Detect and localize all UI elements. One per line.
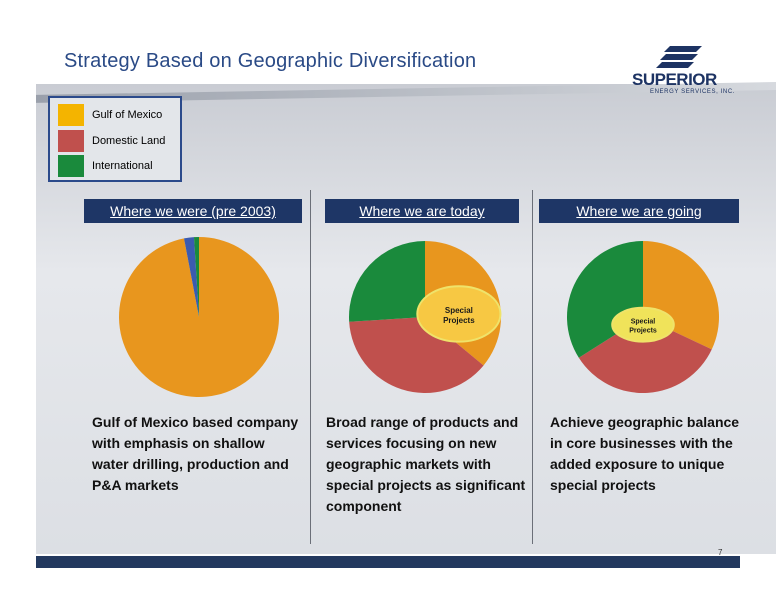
legend-swatch: [58, 130, 84, 152]
column-divider: [310, 190, 311, 544]
page-number: 7: [718, 548, 723, 557]
legend: Gulf of Mexico Domestic Land Internation…: [48, 96, 182, 182]
legend-swatch: [58, 155, 84, 177]
pie-chart-future: Special Projects: [567, 241, 719, 393]
callout-label: Special: [445, 306, 473, 315]
pie-slice-domestic-land: [349, 317, 484, 393]
logo-subtitle: ENERGY SERVICES, INC.: [650, 89, 736, 95]
description-past: Gulf of Mexico based company with emphas…: [92, 414, 299, 493]
legend-item-international: International: [58, 155, 153, 177]
pie-slice-international: [193, 237, 199, 317]
pie-slice-domestic-land: [578, 317, 712, 393]
column-header-future: Where we are going: [539, 199, 739, 223]
legend-label: International: [92, 160, 153, 172]
callout-label: Projects: [443, 316, 475, 325]
pie-chart-past: [119, 237, 280, 397]
legend-item-gulf: Gulf of Mexico: [58, 104, 162, 126]
callout-label: Special: [631, 319, 656, 326]
legend-label: Domestic Land: [92, 135, 166, 147]
description-today: Broad range of products and services foc…: [326, 414, 526, 514]
description-future: Achieve geographic balance in core busin…: [550, 414, 740, 493]
legend-label: Gulf of Mexico: [92, 109, 163, 121]
special-projects-callout: [611, 306, 675, 343]
pie-slice-domestic-land: [184, 237, 199, 317]
legend-item-domestic: Domestic Land: [58, 130, 165, 152]
legend-swatch: [58, 104, 84, 126]
callout-label: Projects: [629, 328, 657, 335]
column-header-today: Where we are today: [325, 199, 519, 223]
pie-slice-international: [349, 241, 425, 322]
superior-logo-icon: [656, 46, 702, 68]
footer-bar: [36, 556, 740, 568]
column-header-past: Where we were (pre 2003): [84, 199, 302, 223]
column-divider: [532, 190, 533, 544]
logo-wordmark: SUPERIOR: [632, 70, 717, 89]
special-projects-callout: [416, 285, 502, 343]
slide-title: Strategy Based on Geographic Diversifica…: [64, 50, 477, 72]
pie-slice-gulf-of-mexico: [119, 237, 280, 397]
